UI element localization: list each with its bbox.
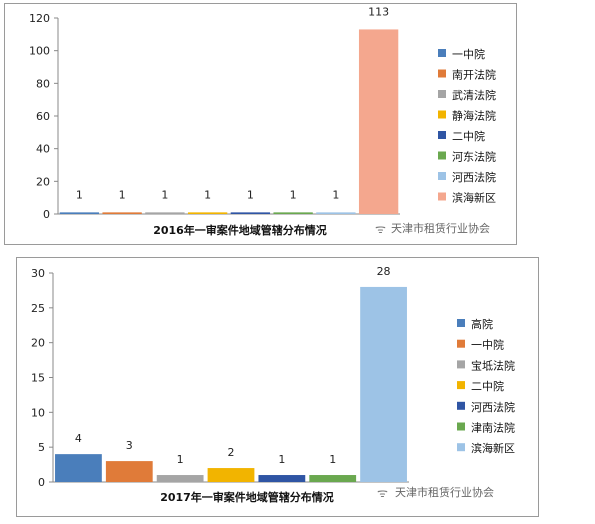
legend-swatch <box>438 172 446 180</box>
y-tick-label: 0 <box>43 208 50 221</box>
chart-2017: 2017年一审案件地域管辖分布情况 ᯤ 天津市租赁行业协会 0 5 10 15 20 25… <box>31 265 515 504</box>
data-label: 1 <box>290 188 297 201</box>
legend-label: 宝坻法院 <box>471 358 515 372</box>
y-tick-label: 120 <box>29 12 50 25</box>
bar <box>273 212 313 214</box>
legend-swatch <box>438 49 446 57</box>
bar <box>258 475 306 482</box>
legend-label: 滨海新区 <box>452 191 496 205</box>
legend-label: 静海法院 <box>452 109 496 123</box>
legend-swatch <box>438 151 446 160</box>
bar <box>59 212 100 214</box>
data-label: 1 <box>329 453 336 466</box>
legend-label: 一中院 <box>452 47 485 61</box>
legend-label: 津南法院 <box>471 421 515 435</box>
y-tick-label: 40 <box>36 143 50 156</box>
legend-swatch <box>438 90 446 98</box>
data-label: 1 <box>278 453 285 466</box>
bar <box>358 29 399 214</box>
data-label: 3 <box>126 439 133 452</box>
y-tick-label: 25 <box>31 302 45 315</box>
legend-swatch <box>438 192 446 201</box>
bar <box>360 286 407 482</box>
data-label: 1 <box>332 188 339 201</box>
y-tick-label: 30 <box>31 267 45 280</box>
wechat-icon: ᯤ <box>375 222 386 236</box>
legend-label: 二中院 <box>452 129 485 143</box>
legend-label: 河东法院 <box>452 150 496 164</box>
legend-swatch <box>457 401 465 410</box>
bar <box>156 475 204 482</box>
bar <box>145 212 185 214</box>
legend-swatch <box>438 69 446 78</box>
legend-label: 高院 <box>471 317 493 331</box>
bar <box>105 461 153 482</box>
legend-swatch <box>457 443 465 452</box>
chart-title-2017: 2017年一审案件地域管辖分布情况 <box>160 490 334 504</box>
chart-title-2016: 2016年一审案件地域管辖分布情况 <box>153 223 327 237</box>
y-tick-label: 15 <box>31 372 45 385</box>
legend-label: 滨海新区 <box>471 441 515 455</box>
legend-label: 南开法院 <box>452 68 496 82</box>
legend-swatch <box>457 319 465 327</box>
bar <box>230 212 271 214</box>
watermark-2016: 天津市租赁行业协会 <box>391 221 490 235</box>
legend-label: 武清法院 <box>452 88 496 102</box>
legend-label: 二中院 <box>471 379 504 393</box>
wechat-icon: ᯤ <box>377 486 388 500</box>
chart-2016: 2016年一审案件地域管辖分布情况 ᯤ 天津市租赁行业协会 0 20 40 60 80 1… <box>29 5 496 237</box>
data-label: 1 <box>76 188 83 201</box>
chart-panel-2017: 2017年一审案件地域管辖分布情况 ᯤ 天津市租赁行业协会 0 5 10 15 20 25… <box>16 257 539 517</box>
data-label: 1 <box>161 188 168 201</box>
legend-swatch <box>438 131 446 139</box>
watermark-2017: 天津市租赁行业协会 <box>395 485 494 499</box>
data-label: 113 <box>368 5 389 18</box>
bar <box>207 468 255 482</box>
y-tick-label: 5 <box>38 441 45 454</box>
legend-label: 河西法院 <box>471 400 515 414</box>
data-label: 1 <box>247 188 254 201</box>
legend-swatch <box>457 360 465 369</box>
legend-label: 一中院 <box>471 338 504 352</box>
legend-swatch <box>438 110 446 119</box>
data-label: 1 <box>119 188 126 201</box>
y-tick-label: 80 <box>36 77 50 90</box>
legend-swatch <box>457 381 465 390</box>
data-label: 1 <box>204 188 211 201</box>
legend-label: 河西法院 <box>452 170 496 184</box>
bar <box>316 212 356 214</box>
y-tick-label: 60 <box>36 110 50 123</box>
y-tick-label: 0 <box>38 476 45 489</box>
legend-swatch <box>457 422 465 431</box>
y-tick-label: 20 <box>31 337 45 350</box>
data-label: 4 <box>75 432 82 445</box>
data-label: 28 <box>377 265 391 278</box>
bar <box>187 212 228 214</box>
bar <box>102 212 142 214</box>
legend-swatch <box>457 339 465 348</box>
y-tick-label: 20 <box>36 175 50 188</box>
data-label: 2 <box>228 446 235 459</box>
y-tick-label: 100 <box>29 45 50 58</box>
data-label: 1 <box>177 453 184 466</box>
bar <box>309 475 357 482</box>
y-tick-label: 10 <box>31 406 45 419</box>
bar <box>55 454 102 482</box>
chart-panel-2016: 2016年一审案件地域管辖分布情况 ᯤ 天津市租赁行业协会 0 20 40 60 80 1… <box>4 3 517 245</box>
